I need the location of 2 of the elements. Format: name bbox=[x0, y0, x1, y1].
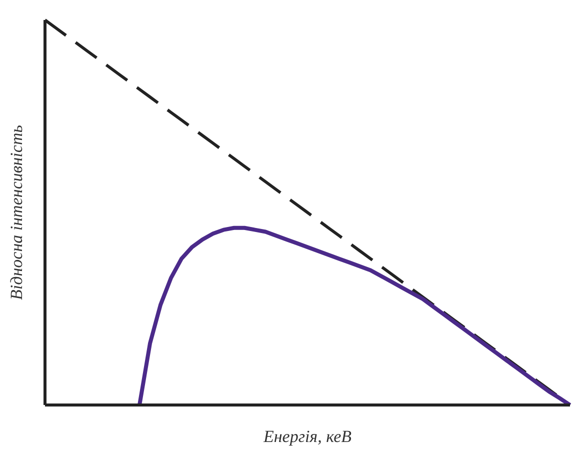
y-axis-title: Відносна інтенсивність bbox=[7, 124, 26, 300]
x-axis-title: Енергія, кеВ bbox=[262, 427, 352, 446]
